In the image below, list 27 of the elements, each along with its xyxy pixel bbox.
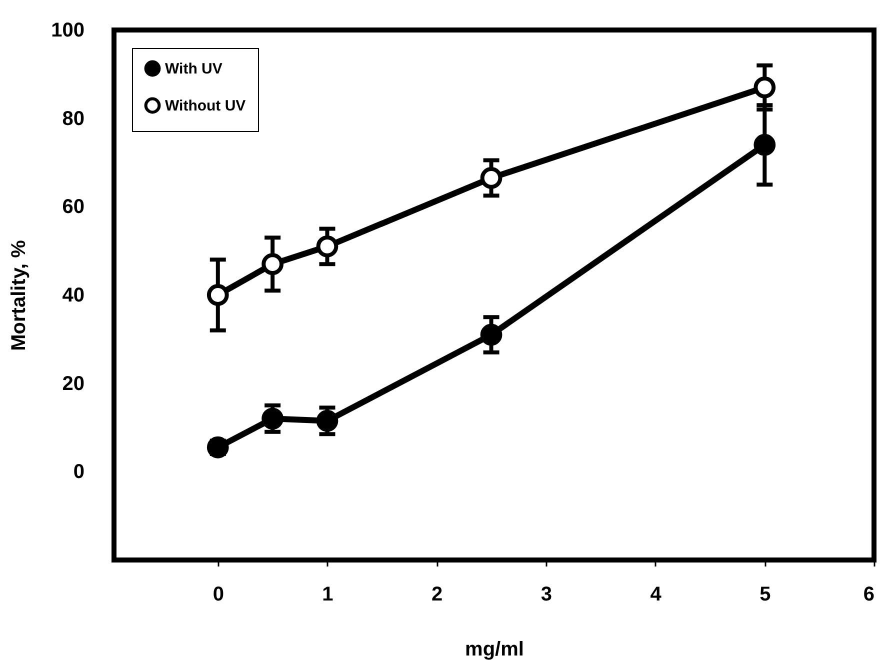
y-tick-label: 100 — [51, 20, 84, 42]
point — [754, 134, 776, 156]
x-tick-label: 1 — [322, 584, 334, 606]
legend-label: Without UV — [165, 98, 246, 114]
x-axis-title: mg/ml — [465, 638, 524, 660]
point — [480, 167, 502, 189]
x-tick-label: 3 — [540, 584, 552, 606]
y-tick-label: 40 — [62, 284, 84, 306]
x-tick-label: 4 — [650, 584, 662, 606]
y-tick-label: 0 — [73, 461, 84, 484]
point — [262, 253, 284, 276]
y-tick-label: 60 — [62, 196, 84, 218]
point — [262, 408, 284, 430]
y-axis-title: Mortality, % — [8, 240, 30, 351]
y-tick-label: 20 — [62, 372, 84, 395]
point — [206, 284, 229, 306]
x-tick-label: 5 — [760, 584, 771, 606]
legend-label: With UV — [165, 60, 222, 78]
point — [754, 76, 776, 98]
x-tick-label: 6 — [863, 584, 874, 606]
point — [480, 324, 502, 346]
point — [206, 436, 229, 458]
x-tick-label: 2 — [432, 584, 443, 606]
point — [316, 410, 338, 432]
point — [316, 235, 338, 258]
x-tick-label: 0 — [212, 584, 224, 606]
y-tick-label: 80 — [62, 108, 84, 130]
